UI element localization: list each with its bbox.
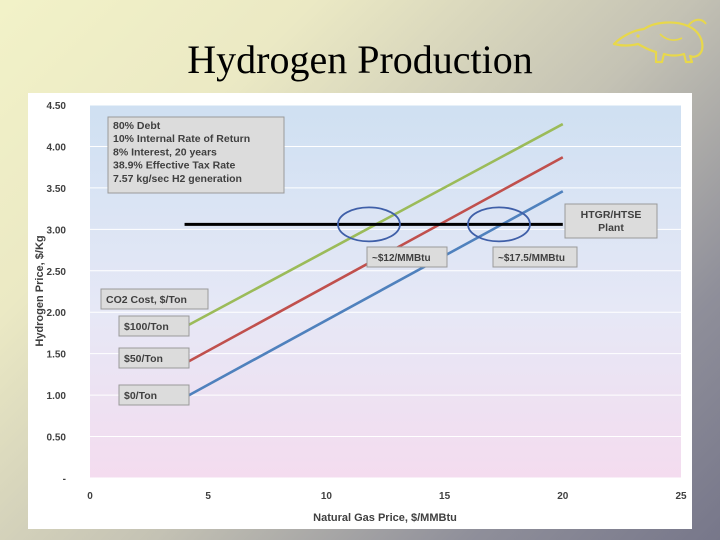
series-label-text: $100/Ton — [124, 321, 169, 333]
intersection-label: ~$17.5/MMBtu — [492, 246, 578, 268]
y-tick-label: 3.50 — [47, 184, 67, 195]
x-tick-label: 15 — [439, 491, 451, 502]
x-tick-label: 10 — [321, 491, 333, 502]
x-tick-label: 25 — [675, 491, 687, 502]
y-tick-label: 2.50 — [47, 267, 67, 278]
y-tick-label: 4.50 — [47, 101, 67, 112]
page-title: Hydrogen Production — [187, 37, 533, 82]
y-axis-ticks: - 0.50 1.00 1.50 2.00 2.50 3.00 3.50 4.00 4.50 — [47, 101, 67, 485]
reference-label-text: HTGR/HTSE — [581, 209, 642, 221]
reference-label-text: Plant — [598, 222, 624, 234]
x-axis-ticks: 0 5 10 15 20 25 — [87, 491, 687, 502]
chart-panel: - 0.50 1.00 1.50 2.00 2.50 3.00 3.50 4.00 4.50 0 5… — [28, 93, 692, 529]
y-tick-label: 2.00 — [47, 308, 67, 319]
x-axis-label: Natural Gas Price, $/MMBtu — [313, 512, 457, 524]
series-label: $50/Ton — [118, 347, 190, 369]
intersection-label-text: ~$12/MMBtu — [372, 253, 431, 264]
y-tick-label: 1.50 — [47, 350, 67, 361]
x-tick-label: 0 — [87, 491, 93, 502]
x-tick-label: 5 — [205, 491, 211, 502]
reference-line-group — [184, 206, 563, 243]
assumption-text: 38.9% Effective Tax Rate — [113, 160, 236, 172]
series-label: $100/Ton — [118, 315, 190, 337]
y-axis-label: Hydrogen Price, $/Kg — [34, 235, 46, 346]
assumption-text: 10% Internal Rate of Return — [113, 133, 250, 145]
assumption-text: 7.57 kg/sec H2 generation — [113, 173, 242, 185]
assumption-text: 8% Interest, 20 years — [113, 146, 217, 158]
anteater-icon — [612, 18, 707, 64]
y-tick-label: 3.00 — [47, 225, 67, 236]
intersection-ellipse — [337, 206, 401, 243]
intersection-label-text: ~$17.5/MMBtu — [498, 253, 565, 264]
co2-cost-heading-text: CO2 Cost, $/Ton — [106, 294, 187, 306]
y-tick-label: 4.00 — [47, 142, 67, 153]
co2-cost-heading: CO2 Cost, $/Ton — [100, 288, 209, 310]
series-label-text: $0/Ton — [124, 390, 157, 402]
y-tick-label: 1.00 — [47, 391, 67, 402]
intersection-label: ~$12/MMBtu — [366, 246, 448, 268]
chart: - 0.50 1.00 1.50 2.00 2.50 3.00 3.50 4.00 4.50 0 5… — [34, 101, 687, 524]
intersection-ellipse — [467, 206, 531, 243]
y-tick-label: 0.50 — [47, 433, 67, 444]
assumption-text: 80% Debt — [113, 120, 161, 132]
x-tick-label: 20 — [557, 491, 569, 502]
y-tick-label: - — [63, 474, 66, 485]
series-label: $0/Ton — [118, 384, 190, 406]
series-label-text: $50/Ton — [124, 353, 163, 365]
